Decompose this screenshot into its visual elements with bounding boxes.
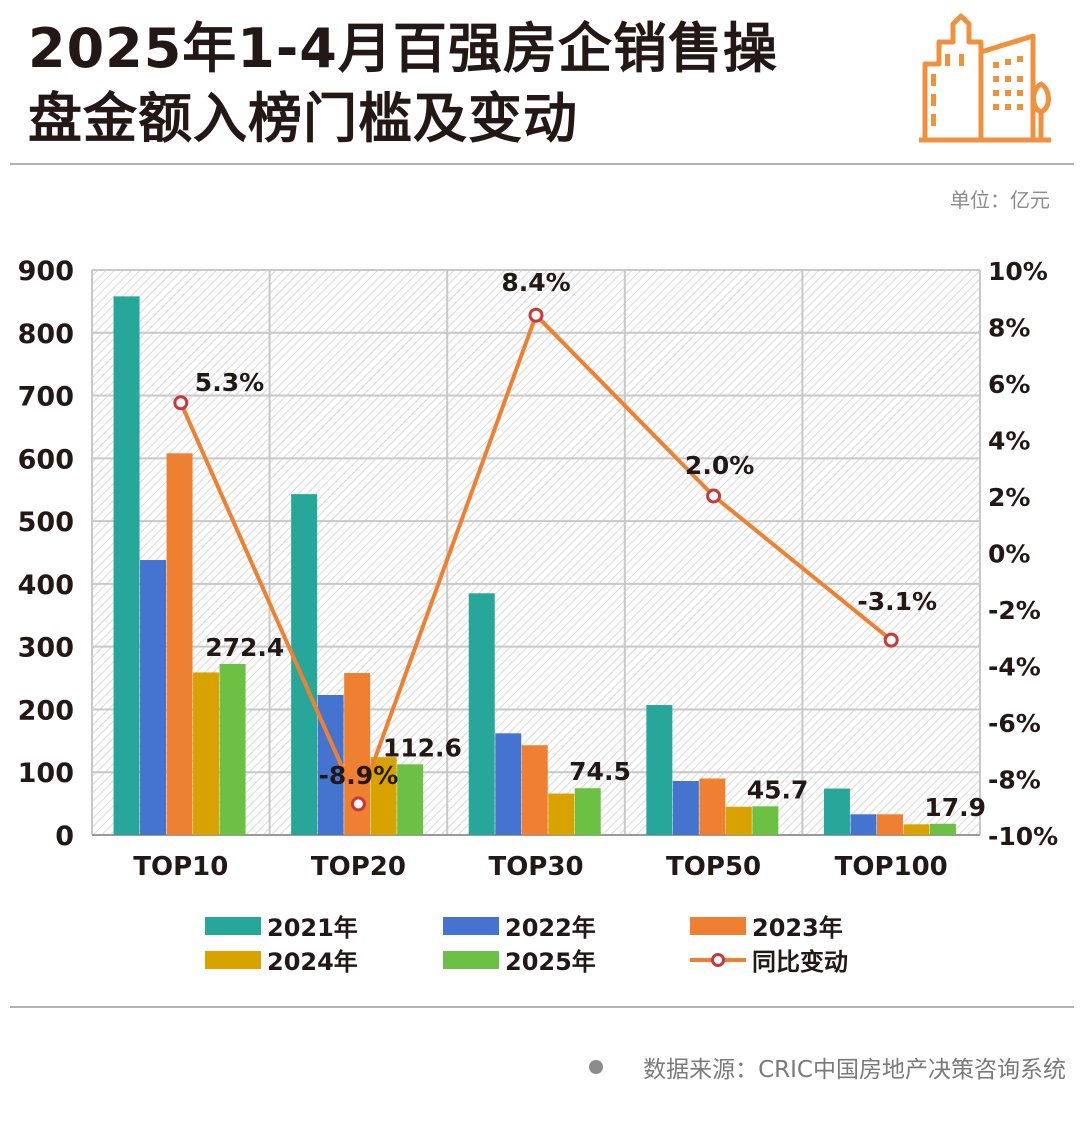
yoy-label: 8.4% xyxy=(501,268,570,297)
bar-2022年 xyxy=(140,560,167,835)
bar-2025年 xyxy=(929,823,956,835)
legend-label-2021: 2021年 xyxy=(267,914,358,942)
bullet-dot-icon xyxy=(589,1060,604,1074)
yoy-label: -8.9% xyxy=(319,761,399,790)
bar-2021年 xyxy=(468,593,495,835)
legend-label-2023: 2023年 xyxy=(752,914,843,942)
y2-tick-label: -2% xyxy=(988,596,1041,625)
y2-tick-label: 6% xyxy=(988,370,1030,399)
title-line-2: 盘金额入榜门槛及变动 xyxy=(28,87,578,150)
bar-2023年 xyxy=(521,745,548,835)
y2-tick-label: -6% xyxy=(988,709,1041,738)
legend-label-2024: 2024年 xyxy=(267,948,358,976)
y-tick-label: 300 xyxy=(18,633,74,664)
y2-tick-label: 10% xyxy=(988,257,1048,286)
y2-tick-label: 4% xyxy=(988,427,1030,456)
legend-label-2022: 2022年 xyxy=(505,914,596,942)
legend-item-2023: 2023年 xyxy=(690,908,843,943)
x-tick-label: TOP50 xyxy=(666,852,761,882)
legend-swatch-2022 xyxy=(443,916,499,935)
bar-value-label: 17.9 xyxy=(924,793,986,822)
unit-label: 单位：亿元 xyxy=(950,188,1050,212)
bar-2022年 xyxy=(672,781,699,835)
legend-label-yoy: 同比变动 xyxy=(752,948,848,976)
yoy-marker xyxy=(706,488,722,504)
bar-2025年 xyxy=(752,806,779,835)
chart: 0 100 200 300 400 500 600 700 800 900 -10% -8% -6% -4… xyxy=(18,256,1059,882)
bar-2023年 xyxy=(876,814,903,835)
bar-2022年 xyxy=(850,814,877,835)
legend-swatch-yoy xyxy=(690,952,746,967)
y-tick-label: 600 xyxy=(18,444,74,475)
y-tick-label: 200 xyxy=(18,695,74,726)
bar-2024年 xyxy=(903,824,930,835)
y-tick-label: 400 xyxy=(18,570,74,601)
bar-value-label: 74.5 xyxy=(569,757,631,786)
bar-2024年 xyxy=(548,793,575,835)
building-icon xyxy=(919,13,1051,143)
bar-2025年 xyxy=(397,764,424,835)
x-tick-label: TOP20 xyxy=(311,852,406,882)
chart-title: 2025年1-4月百强房企销售操 盘金额入榜门槛及变动 xyxy=(28,14,778,154)
bar-2021年 xyxy=(646,705,673,835)
y-tick-label: 0 xyxy=(55,821,74,852)
x-tick-label: TOP30 xyxy=(488,852,583,882)
yoy-label: -3.1% xyxy=(857,587,937,616)
bar-2024年 xyxy=(193,672,220,835)
bar-2023年 xyxy=(699,778,726,835)
bar-2022年 xyxy=(495,733,522,835)
y2-tick-label: -4% xyxy=(988,653,1041,682)
legend-item-2021: 2021年 xyxy=(205,908,358,943)
y-tick-label: 700 xyxy=(18,382,74,413)
yoy-label: 2.0% xyxy=(685,451,754,480)
legend-swatch-2021 xyxy=(205,916,261,935)
x-tick-label: TOP10 xyxy=(133,852,228,882)
legend-item-2024: 2024年 xyxy=(205,942,358,977)
yoy-label: 5.3% xyxy=(195,368,264,397)
bar-2023年 xyxy=(166,453,193,835)
y-tick-label: 500 xyxy=(18,507,74,538)
yoy-marker xyxy=(350,796,366,812)
chart-legend: 2021年 2022年 2023年 2024年 2025年 同比变动 xyxy=(0,900,1080,980)
legend-swatch-2023 xyxy=(690,916,746,935)
legend-label-2025: 2025年 xyxy=(505,948,596,976)
top-divider xyxy=(10,163,1074,165)
legend-item-2025: 2025年 xyxy=(443,942,596,977)
yoy-marker xyxy=(528,307,544,323)
legend-item-yoy: 同比变动 xyxy=(690,942,848,977)
title-line-1: 2025年1-4月百强房企销售操 xyxy=(28,17,778,80)
y2-tick-label: -8% xyxy=(988,766,1041,795)
bar-2025年 xyxy=(219,663,246,835)
x-tick-label: TOP100 xyxy=(835,852,948,882)
yoy-marker xyxy=(173,395,189,411)
bar-value-label: 112.6 xyxy=(383,733,462,762)
source-text: 数据来源：CRIC中国房地产决策咨询系统 xyxy=(643,1057,1066,1083)
y2-tick-label: 8% xyxy=(988,314,1030,343)
bar-value-label: 45.7 xyxy=(747,775,809,804)
bar-2021年 xyxy=(113,296,140,835)
y-tick-label: 800 xyxy=(18,319,74,350)
legend-swatch-2025 xyxy=(443,950,499,969)
source-note: 数据来源：CRIC中国房地产决策咨询系统 xyxy=(589,1050,1066,1084)
yoy-marker xyxy=(883,632,899,648)
bottom-divider xyxy=(10,1006,1074,1008)
bar-2021年 xyxy=(823,788,850,835)
y2-tick-label: 2% xyxy=(988,483,1030,512)
y-tick-label: 100 xyxy=(18,758,74,789)
bar-2024年 xyxy=(725,806,752,835)
y-tick-label: 900 xyxy=(18,256,74,287)
legend-swatch-2024 xyxy=(205,950,261,969)
bar-2024年 xyxy=(370,757,397,835)
legend-item-2022: 2022年 xyxy=(443,908,596,943)
y2-tick-label: -10% xyxy=(988,822,1058,851)
y2-tick-label: 0% xyxy=(988,540,1030,569)
bar-2025年 xyxy=(574,788,601,835)
bar-value-label: 272.4 xyxy=(205,633,284,662)
